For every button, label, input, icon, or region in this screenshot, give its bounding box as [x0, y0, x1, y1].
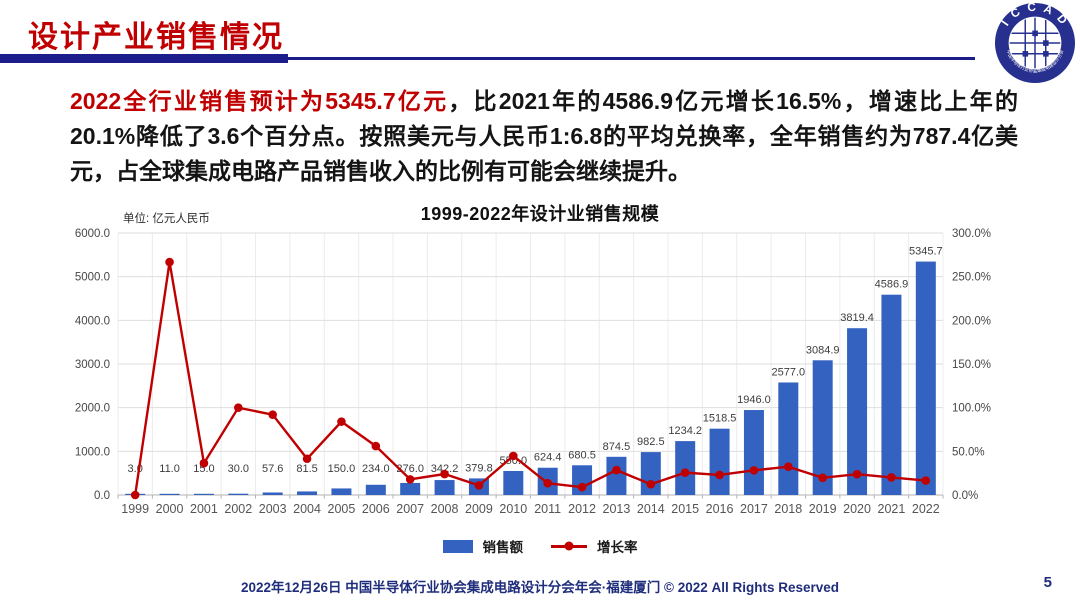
svg-text:0.0: 0.0: [94, 490, 110, 502]
svg-text:5000.0: 5000.0: [75, 272, 110, 284]
svg-text:2022: 2022: [912, 502, 940, 516]
svg-text:15.0: 15.0: [193, 463, 214, 475]
chart-title: 1999-2022年设计业销售规模: [420, 204, 660, 224]
svg-text:2020: 2020: [843, 502, 871, 516]
svg-text:2019: 2019: [809, 502, 837, 516]
svg-text:2006: 2006: [362, 502, 390, 516]
svg-text:2000: 2000: [156, 502, 184, 516]
svg-text:1518.5: 1518.5: [703, 413, 737, 425]
svg-text:1946.0: 1946.0: [737, 394, 771, 406]
svg-text:2017: 2017: [740, 502, 768, 516]
svg-text:57.6: 57.6: [262, 463, 283, 475]
svg-text:300.0%: 300.0%: [952, 228, 991, 240]
chart-legend: 销售额 增长率: [0, 536, 1080, 556]
svg-text:2018: 2018: [774, 502, 802, 516]
svg-text:1234.2: 1234.2: [668, 425, 702, 437]
legend-bar-label: 销售额: [482, 540, 524, 555]
legend-line-label: 增长率: [597, 540, 638, 555]
svg-text:2002: 2002: [224, 502, 252, 516]
svg-text:2001: 2001: [190, 502, 218, 516]
svg-text:2010: 2010: [499, 502, 527, 516]
svg-text:2003: 2003: [259, 502, 287, 516]
svg-text:81.5: 81.5: [296, 463, 317, 475]
sales-chart-plot: 6000.0 300.0% 5000.0 250.0% 4000.0 200.0% 3000…: [75, 228, 991, 516]
svg-text:3000.0: 3000.0: [75, 359, 110, 371]
legend-line-swatch-icon: [551, 541, 587, 551]
svg-text:100.0%: 100.0%: [952, 403, 991, 415]
title-underline: [0, 54, 1080, 64]
svg-text:50.0%: 50.0%: [952, 446, 985, 458]
svg-text:550.0: 550.0: [500, 455, 528, 467]
svg-text:342.2: 342.2: [431, 463, 459, 475]
svg-text:234.0: 234.0: [362, 463, 390, 475]
svg-text:680.5: 680.5: [568, 449, 596, 461]
svg-text:2016: 2016: [706, 502, 734, 516]
svg-text:6000.0: 6000.0: [75, 228, 110, 240]
svg-text:11.0: 11.0: [159, 463, 180, 475]
svg-text:150.0%: 150.0%: [952, 359, 991, 371]
title-underline-thin: [288, 57, 975, 60]
logo-ic-grid: [1009, 17, 1061, 69]
svg-text:2021: 2021: [878, 502, 906, 516]
svg-text:2004: 2004: [293, 502, 321, 516]
svg-text:379.8: 379.8: [465, 462, 493, 474]
svg-text:2014: 2014: [637, 502, 665, 516]
svg-text:624.4: 624.4: [534, 452, 562, 464]
page-number: 5: [1043, 574, 1052, 591]
svg-text:5345.7: 5345.7: [909, 246, 943, 258]
svg-text:150.0: 150.0: [328, 463, 356, 475]
svg-text:1000.0: 1000.0: [75, 446, 110, 458]
svg-text:2009: 2009: [465, 502, 493, 516]
svg-text:30.0: 30.0: [228, 463, 249, 475]
svg-text:0.0%: 0.0%: [952, 490, 978, 502]
page-title: 设计产业销售情况: [28, 21, 284, 54]
svg-text:3819.4: 3819.4: [840, 312, 874, 324]
svg-text:2015: 2015: [671, 502, 699, 516]
svg-text:2007: 2007: [396, 502, 424, 516]
svg-text:2008: 2008: [431, 502, 459, 516]
svg-text:2577.0: 2577.0: [771, 366, 805, 378]
intro-highlight: 2022全行业销售预计为5345.7亿元: [70, 88, 449, 114]
svg-text:250.0%: 250.0%: [952, 272, 991, 284]
svg-text:4000.0: 4000.0: [75, 315, 110, 327]
svg-text:874.5: 874.5: [603, 441, 631, 453]
svg-text:2000.0: 2000.0: [75, 403, 110, 415]
iccad-logo-icon: I C C A D 中国半导体行业协会集成电路设计分会: [994, 2, 1076, 84]
svg-text:1999: 1999: [121, 502, 149, 516]
svg-text:4586.9: 4586.9: [875, 279, 909, 291]
svg-text:982.5: 982.5: [637, 436, 665, 448]
svg-text:2011: 2011: [534, 502, 561, 516]
title-underline-thick: [0, 54, 288, 63]
svg-text:2012: 2012: [568, 502, 596, 516]
intro-paragraph: 2022全行业销售预计为5345.7亿元，比2021年的4586.9亿元增长16…: [70, 84, 1018, 189]
intro-body: ，比2021年的4586.9亿元增长16.5%，增速比上年的20.1%降低了3.…: [70, 88, 1018, 184]
footer-text: 2022年12月26日 中国半导体行业协会集成电路设计分会年会·福建厦门 © 2…: [240, 580, 840, 595]
svg-text:2005: 2005: [328, 502, 356, 516]
svg-text:200.0%: 200.0%: [952, 315, 991, 327]
legend-bar-swatch-icon: [442, 539, 473, 553]
svg-text:3084.9: 3084.9: [806, 344, 840, 356]
svg-text:2013: 2013: [603, 502, 631, 516]
chart-unit-label: 单位: 亿元人民币: [123, 213, 210, 225]
